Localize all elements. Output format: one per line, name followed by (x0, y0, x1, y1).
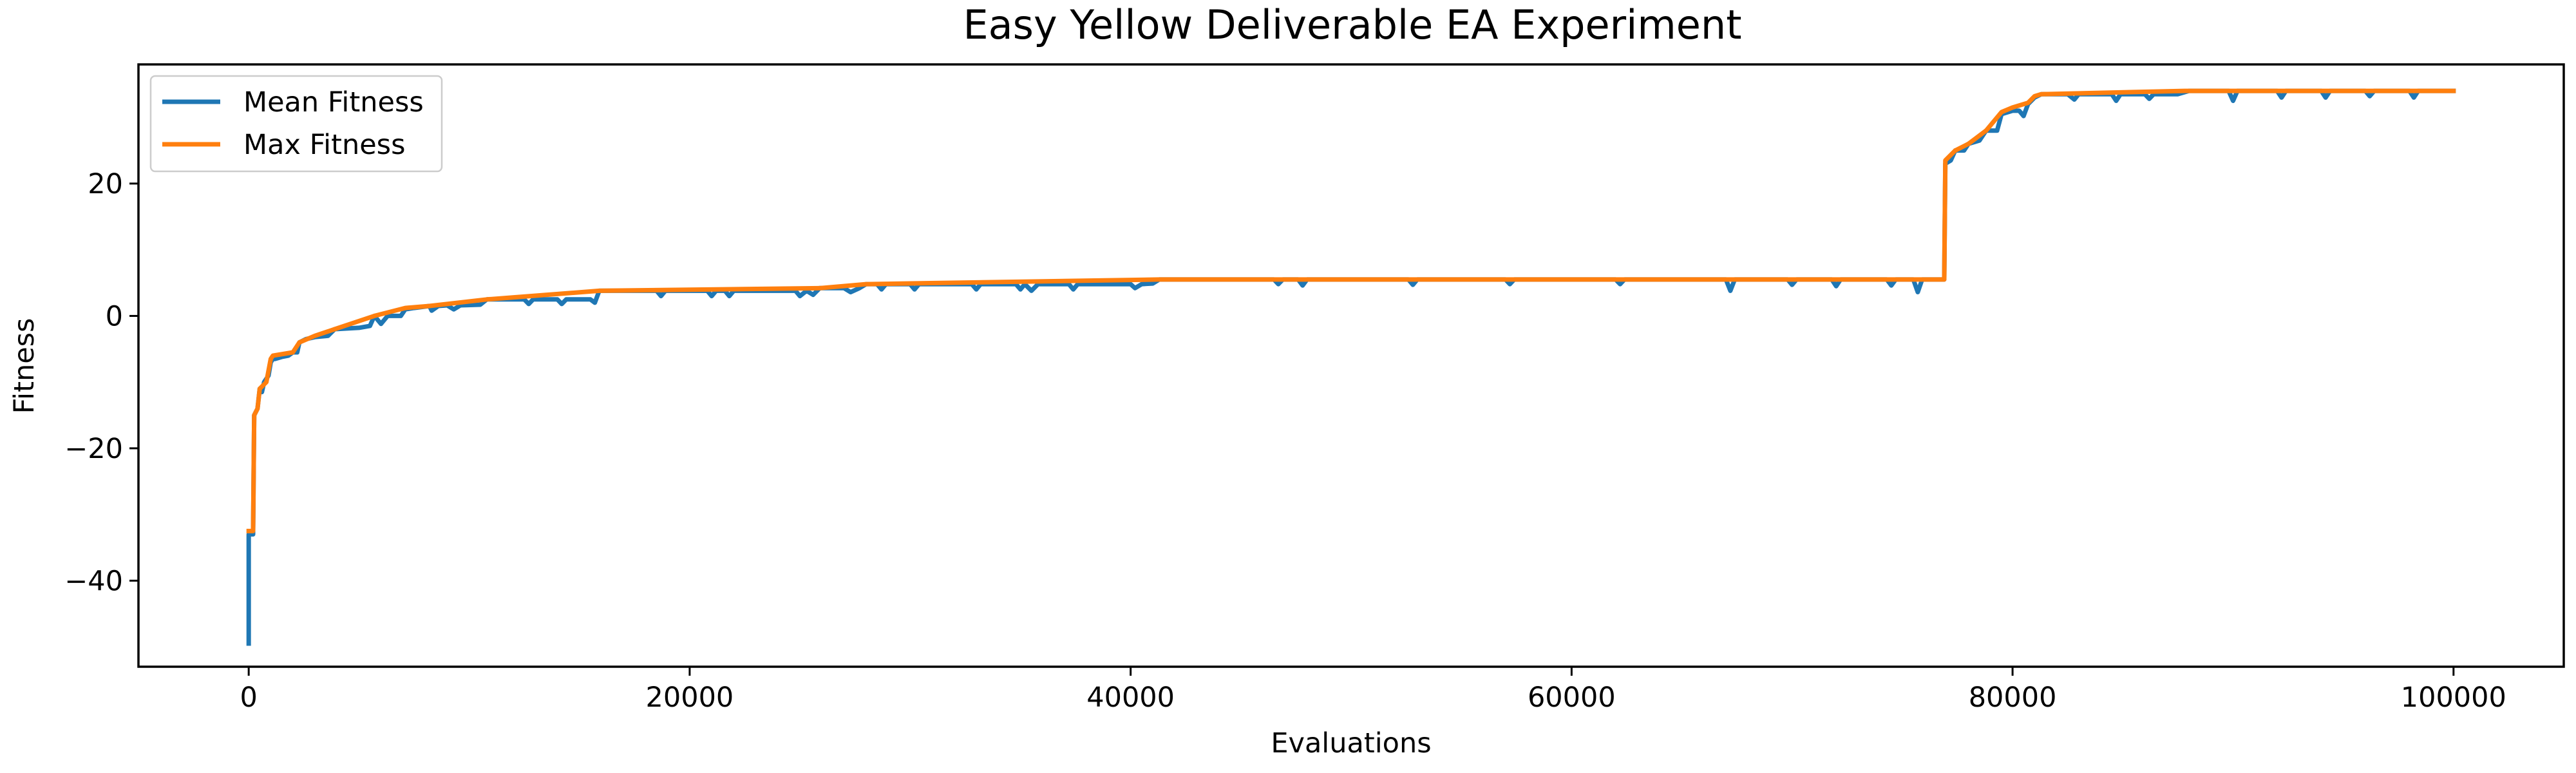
y-tick-label: 0 (106, 300, 123, 332)
x-tick-label: 80000 (1969, 682, 2057, 714)
y-tick-label: 20 (88, 168, 123, 200)
series-layer (246, 88, 2456, 646)
x-axis: 0 20000 40000 60000 80000 100000 (240, 667, 2506, 714)
y-axis-label: Fitness (8, 318, 41, 414)
x-axis-label: Evaluations (1271, 727, 1431, 759)
chart-title: Easy Yellow Deliverable EA Experiment (963, 1, 1741, 48)
legend-label-1: Max Fitness (243, 129, 406, 161)
x-tick-label: 100000 (2401, 682, 2506, 714)
x-tick-label: 40000 (1086, 682, 1175, 714)
y-axis: −40 −20 0 20 (64, 168, 138, 597)
x-tick-label: 20000 (646, 682, 734, 714)
series-line-1 (246, 88, 2456, 533)
y-tick-label: −40 (64, 565, 123, 597)
legend: Mean Fitness Max Fitness (149, 75, 443, 173)
series-line-0 (246, 88, 2456, 646)
legend-label-0: Mean Fitness (243, 86, 424, 119)
legend-box (149, 75, 443, 173)
plot-frame (137, 63, 2565, 668)
x-tick-label: 60000 (1528, 682, 1616, 714)
y-tick-label: −20 (64, 433, 123, 465)
x-tick-label: 0 (240, 682, 258, 714)
